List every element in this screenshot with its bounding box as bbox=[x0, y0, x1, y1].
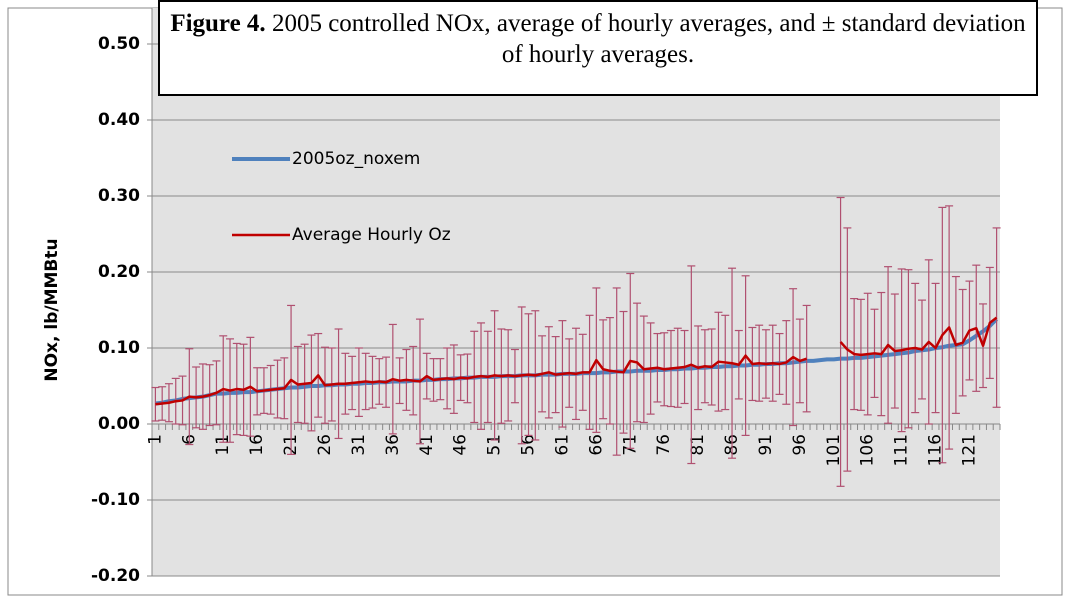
x-tick-label: 76 bbox=[654, 434, 674, 456]
x-tick-label: 116 bbox=[926, 434, 946, 466]
x-tick-label: 61 bbox=[552, 434, 572, 456]
x-tick-label: 41 bbox=[417, 434, 437, 456]
x-tick-label: 16 bbox=[247, 434, 267, 456]
x-tick-label: 11 bbox=[213, 434, 233, 456]
chart-title: 2005 controlled NOx, average of hourly a… bbox=[271, 10, 1026, 68]
x-tick-label: 36 bbox=[383, 434, 403, 456]
x-tick-label: 106 bbox=[858, 434, 878, 466]
figure-label: Figure 4. bbox=[170, 10, 266, 37]
x-tick-label: 96 bbox=[790, 434, 810, 456]
x-tick-label: 46 bbox=[451, 434, 471, 456]
plot-background bbox=[152, 8, 1000, 576]
y-tick-label: -0.10 bbox=[91, 490, 140, 510]
x-tick-label: 121 bbox=[959, 434, 979, 466]
title-box: Figure 4. 2005 controlled NOx, average o… bbox=[158, 0, 1038, 96]
y-axis-label: NOx, lb/MMBtu bbox=[42, 238, 62, 381]
x-tick-label: 81 bbox=[688, 434, 708, 456]
y-tick-label: 0.20 bbox=[98, 262, 140, 282]
x-tick-label: 66 bbox=[586, 434, 606, 456]
x-tick-label: 31 bbox=[349, 434, 369, 456]
legend-label: Average Hourly Oz bbox=[292, 225, 451, 245]
x-tick-label: 26 bbox=[315, 434, 335, 456]
x-tick-label: 1 bbox=[145, 434, 165, 445]
x-tick-label: 51 bbox=[485, 434, 505, 456]
legend-label: 2005oz_noxem bbox=[292, 149, 420, 169]
y-tick-label: 0.00 bbox=[98, 414, 140, 434]
y-tick-label: 0.40 bbox=[98, 110, 140, 130]
x-tick-label: 91 bbox=[756, 434, 776, 456]
y-tick-label: 0.30 bbox=[98, 186, 140, 206]
x-tick-label: 111 bbox=[892, 434, 912, 466]
y-tick-label: -0.20 bbox=[91, 566, 140, 586]
series-line bbox=[155, 316, 998, 406]
y-tick-label: 0.10 bbox=[98, 338, 140, 358]
y-tick-label: 0.50 bbox=[98, 34, 140, 54]
x-tick-label: 101 bbox=[824, 434, 844, 466]
